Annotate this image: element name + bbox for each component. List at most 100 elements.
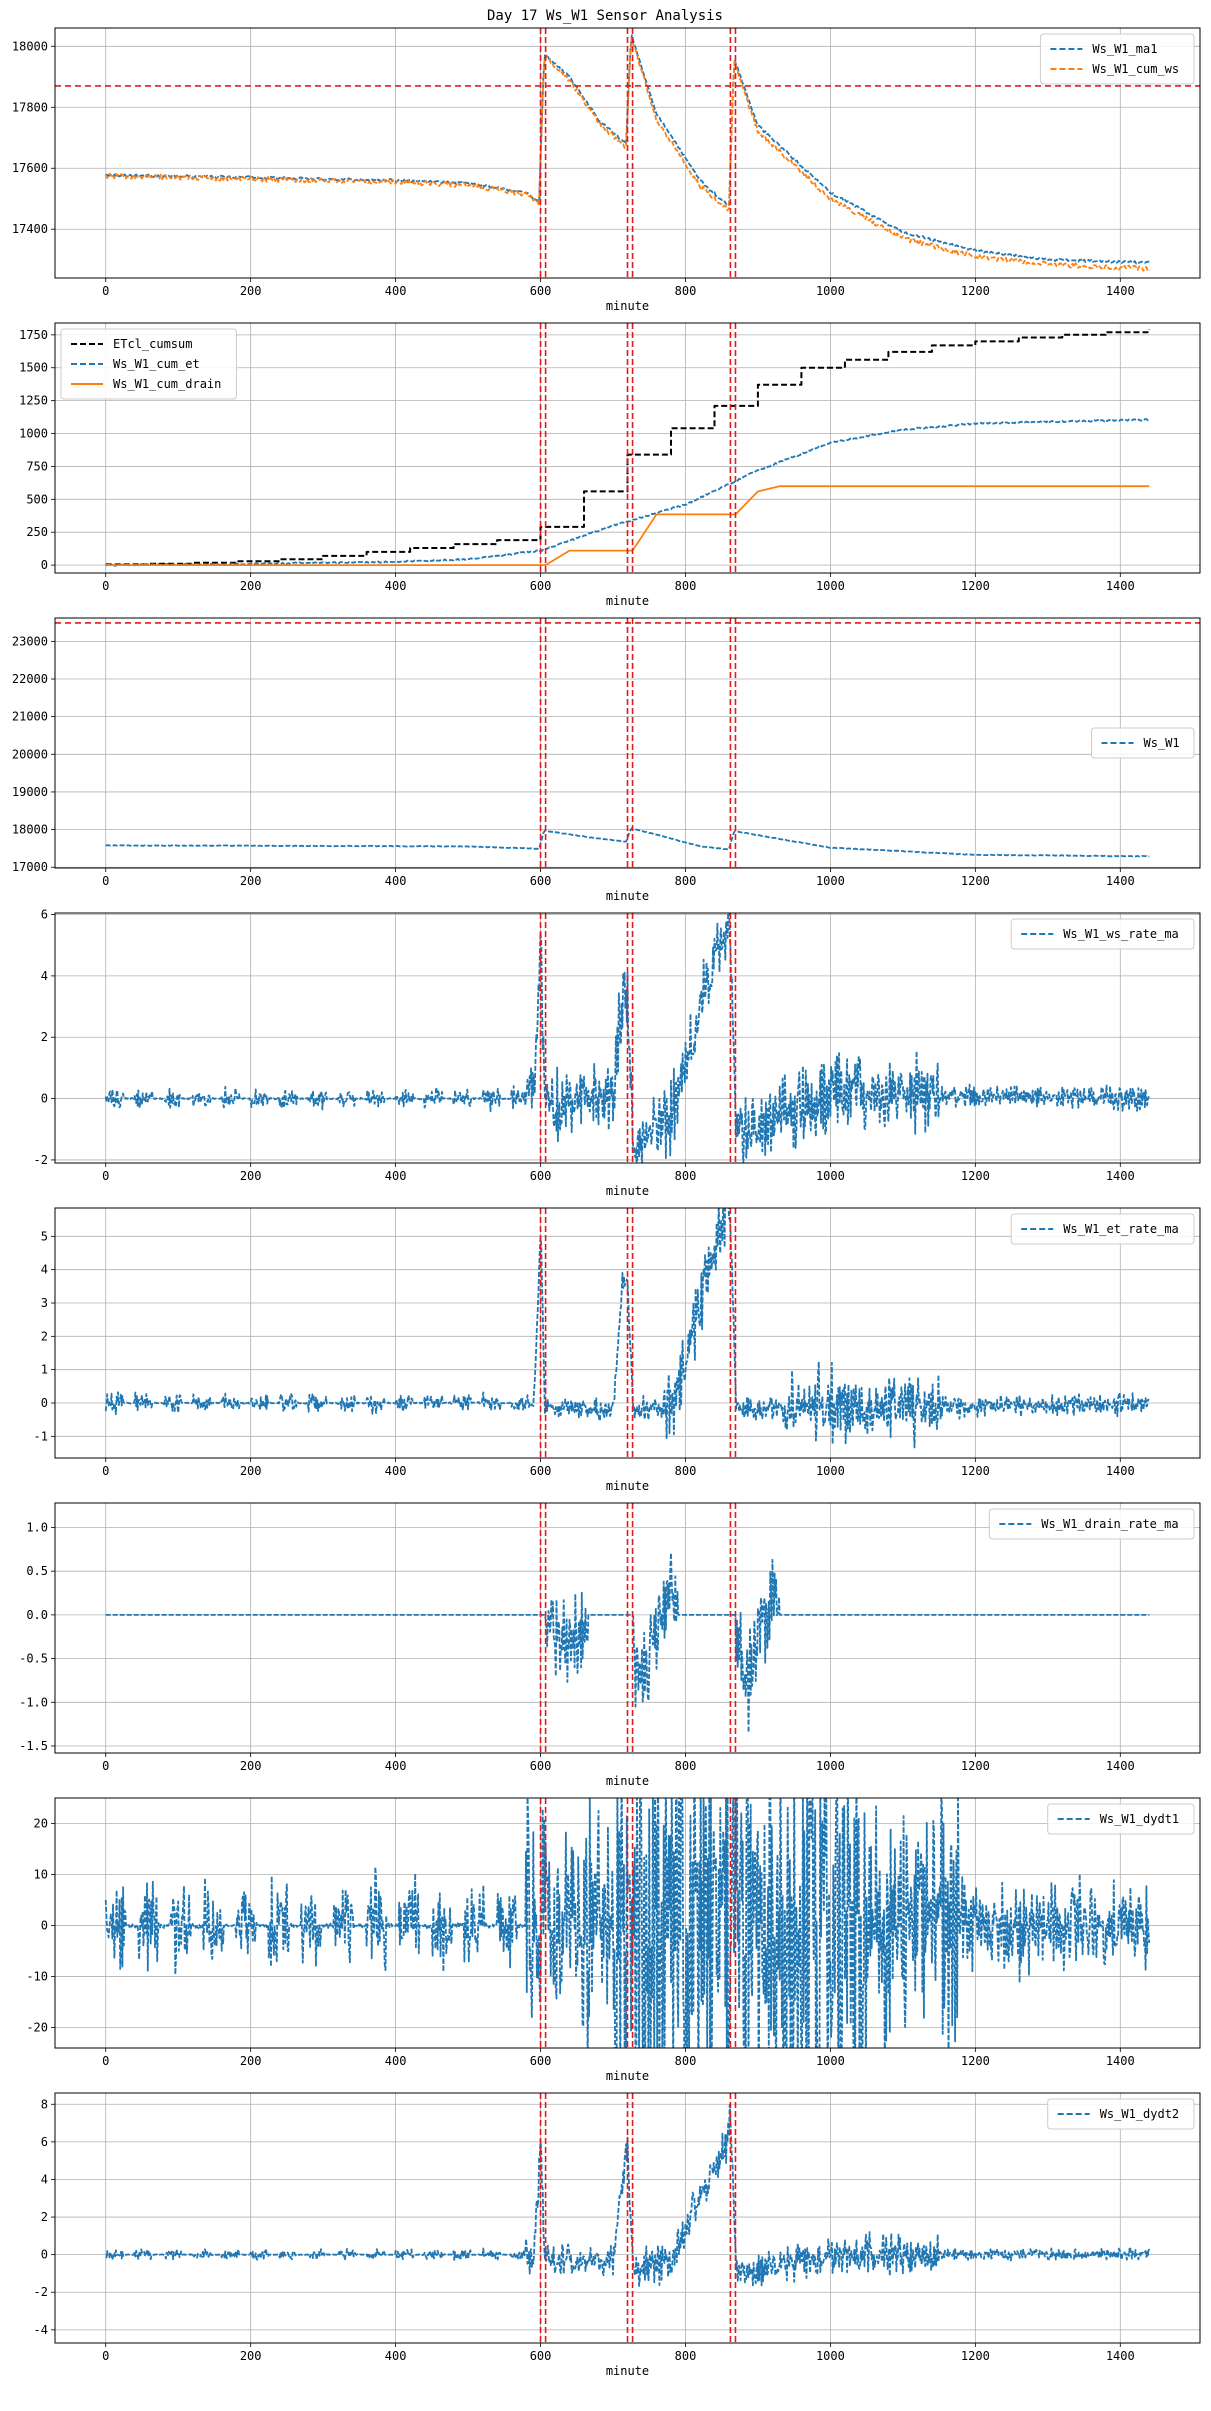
x-tick-label: 400 — [385, 1464, 407, 1478]
x-tick-label: 200 — [240, 284, 262, 298]
x-tick-label: 1400 — [1106, 1169, 1135, 1183]
y-tick-label: 17400 — [12, 222, 48, 236]
x-tick-label: 200 — [240, 2054, 262, 2068]
y-tick-label: 3 — [41, 1296, 48, 1310]
x-tick-label: 1400 — [1106, 2054, 1135, 2068]
x-tick-label: 1400 — [1106, 284, 1135, 298]
y-tick-label: 0 — [41, 2248, 48, 2262]
x-tick-label: 400 — [385, 284, 407, 298]
series-line-Ws_W1_ws_rate_ma — [104, 913, 1151, 1163]
x-tick-label: 200 — [240, 2349, 262, 2363]
y-tick-label: 1750 — [19, 328, 48, 342]
x-tick-label: 0 — [102, 874, 109, 888]
x-tick-label: 600 — [530, 579, 552, 593]
legend-label: Ws_W1_ma1 — [1092, 42, 1157, 56]
x-tick-label: 600 — [530, 2349, 552, 2363]
axes-frame — [54, 1502, 1201, 1754]
legend-label: Ws_W1_drain_rate_ma — [1041, 1517, 1178, 1531]
chart-ws: 0 200 400 600 800 1000 1200 1400 17000 18000 19000… — [12, 617, 1201, 903]
y-tick-label: 20000 — [12, 747, 48, 761]
x-tick-label: 600 — [530, 1169, 552, 1183]
x-axis-label: minute — [606, 2364, 649, 2378]
y-tick-label: -20 — [26, 2021, 48, 2035]
y-tick-label: 2 — [41, 1329, 48, 1343]
axes-frame — [54, 617, 1201, 869]
plot-area — [105, 1503, 1150, 1753]
x-tick-label: 1400 — [1106, 1464, 1135, 1478]
plot-area — [105, 323, 1151, 573]
x-tick-label: 200 — [240, 579, 262, 593]
x-axis-label: minute — [606, 1479, 649, 1493]
axes-frame — [54, 1797, 1201, 2049]
x-tick-label: 0 — [102, 1759, 109, 1773]
x-tick-label: 1400 — [1106, 2349, 1135, 2363]
y-tick-label: 18000 — [12, 823, 48, 837]
x-tick-label: 0 — [102, 2054, 109, 2068]
chart-cum: 0 200 400 600 800 1000 1200 1400 0 250 500 750 1000 1… — [19, 322, 1201, 608]
x-tick-label: 800 — [675, 1464, 697, 1478]
chart-dydt2: 0 200 400 600 800 1000 1200 1400 -4 -2 0 2 4 6 8 minute… — [34, 2092, 1201, 2378]
y-tick-label: -2 — [34, 2285, 48, 2299]
legend-box — [1047, 1803, 1195, 1835]
plot-area — [104, 1798, 1151, 2048]
y-tick-label: 1000 — [19, 427, 48, 441]
x-tick-label: 1000 — [816, 579, 845, 593]
legend-box — [1010, 1213, 1195, 1245]
axes-frame — [54, 27, 1201, 279]
x-tick-label: 800 — [675, 1169, 697, 1183]
x-tick-label: 800 — [675, 1759, 697, 1773]
x-tick-label: 1200 — [961, 579, 990, 593]
legend-label: Ws_W1_cum_et — [113, 357, 200, 371]
x-tick-label: 1000 — [816, 1169, 845, 1183]
y-tick-label: 8 — [41, 2097, 48, 2111]
y-tick-label: 4 — [41, 1263, 48, 1277]
legend: Ws_W1_drain_rate_ma — [988, 1508, 1195, 1540]
legend-box — [1047, 2098, 1195, 2130]
series-line-Ws_W1_cum_ws — [104, 37, 1150, 272]
x-tick-label: 600 — [530, 1759, 552, 1773]
x-tick-label: 0 — [102, 1169, 109, 1183]
plot-area — [55, 618, 1200, 868]
plot-area — [104, 1208, 1150, 1458]
y-tick-label: 21000 — [12, 710, 48, 724]
y-tick-label: 1250 — [19, 394, 48, 408]
x-tick-label: 200 — [240, 1169, 262, 1183]
x-tick-label: 1200 — [961, 1464, 990, 1478]
x-tick-label: 800 — [675, 2054, 697, 2068]
y-tick-label: 0.5 — [26, 1564, 48, 1578]
plot-area — [55, 28, 1200, 278]
y-tick-label: -4 — [34, 2323, 48, 2337]
y-tick-label: -0.5 — [19, 1652, 48, 1666]
x-axis-label: minute — [606, 1184, 649, 1198]
x-tick-label: 1400 — [1106, 1759, 1135, 1773]
x-tick-label: 1000 — [816, 874, 845, 888]
y-tick-label: 0 — [41, 1092, 48, 1106]
y-tick-label: 4 — [41, 969, 48, 983]
x-tick-label: 1400 — [1106, 579, 1135, 593]
legend-label: Ws_W1 — [1144, 736, 1180, 750]
x-tick-label: 1000 — [816, 1464, 845, 1478]
x-tick-label: 1200 — [961, 284, 990, 298]
y-tick-label: 22000 — [12, 672, 48, 686]
x-tick-label: 0 — [102, 1464, 109, 1478]
y-tick-label: 20 — [34, 1817, 48, 1831]
legend-box — [988, 1508, 1195, 1540]
legend-box — [1010, 918, 1195, 950]
x-tick-label: 600 — [530, 284, 552, 298]
y-tick-label: 17000 — [12, 860, 48, 874]
x-tick-label: 800 — [675, 579, 697, 593]
y-tick-label: 17800 — [12, 100, 48, 114]
axes-frame — [54, 2092, 1201, 2344]
legend: ETcl_cumsum Ws_W1_cum_et Ws_W1_cum_drain — [60, 328, 237, 400]
chart-ma1: 0 200 400 600 800 1000 1200 1400 17400 17600 17800… — [12, 27, 1201, 313]
y-tick-label: 17600 — [12, 161, 48, 175]
chart-dydt1: 0 200 400 600 800 1000 1200 1400 -20 -10 0 10 20 minu… — [26, 1797, 1201, 2083]
x-tick-label: 600 — [530, 1464, 552, 1478]
figure-title: Day 17 Ws_W1 Sensor Analysis — [487, 8, 723, 24]
legend-box — [1091, 727, 1195, 759]
y-tick-label: 2 — [41, 1030, 48, 1044]
legend: Ws_W1_ma1 Ws_W1_cum_ws — [1039, 33, 1195, 85]
x-tick-label: 200 — [240, 1759, 262, 1773]
legend: Ws_W1_dydt1 — [1047, 1803, 1195, 1835]
